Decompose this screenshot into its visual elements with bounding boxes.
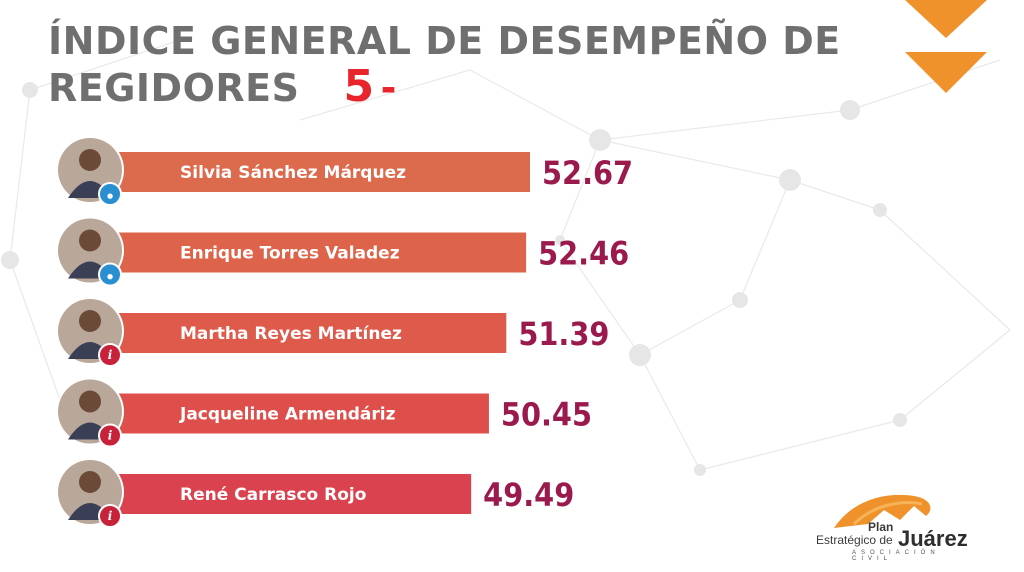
independent-badge-icon (98, 423, 122, 448)
rank-number: 5 (343, 61, 375, 112)
badge-glyph: i (108, 429, 113, 443)
party-badge-icon (98, 182, 122, 206)
rank-dash: - (380, 66, 397, 110)
badge-glyph: ● (107, 272, 113, 281)
bar-label: René Carrasco Rojo (180, 485, 366, 505)
chevron-down-icon (905, 52, 987, 93)
value-label: 52.67 (542, 154, 633, 192)
value-label: 49.49 (483, 476, 574, 514)
logo-asociacion: ASOCIACIÓN CIVIL (852, 550, 940, 562)
title-line-1: ÍNDICE GENERAL DE DESEMPEÑO DE (48, 19, 841, 63)
chevron-down-icon (905, 0, 987, 38)
value-label: 51.39 (518, 315, 609, 353)
avatar-head (79, 149, 101, 171)
avatar-head (79, 310, 101, 332)
independent-badge-icon (98, 504, 122, 528)
logo-mountain-icon (834, 494, 931, 528)
plan-estrategico-logo: Plan Estratégico de Juárez ASOCIACIÓN CI… (814, 490, 984, 562)
bar (110, 313, 507, 353)
bar-label: Silvia Sánchez Márquez (180, 163, 406, 183)
badge-glyph: i (108, 509, 113, 523)
badge-glyph: i (108, 348, 113, 362)
bar (110, 232, 527, 273)
page-title: ÍNDICE GENERAL DE DESEMPEÑO DE REGIDORES… (48, 18, 841, 111)
avatar-head (79, 471, 101, 493)
title-regidores: REGIDORES (48, 66, 300, 110)
value-label: 50.45 (501, 396, 592, 434)
value-label: 52.46 (538, 235, 629, 273)
badge-glyph: ● (107, 191, 113, 200)
logo-estrategico: Estratégico de (816, 533, 893, 547)
independent-badge-icon (98, 343, 122, 367)
logo-juarez: Juárez (898, 526, 968, 551)
title-line-2: REGIDORES 5- (48, 64, 841, 111)
bar-label: Jacqueline Armendáriz (179, 405, 396, 425)
bar (110, 152, 530, 192)
party-badge-icon (98, 262, 122, 287)
bar (110, 393, 489, 434)
bar (110, 474, 472, 514)
logo-plan: Plan (868, 520, 894, 534)
avatar-head (79, 390, 101, 413)
bar-label: Martha Reyes Martínez (180, 324, 402, 344)
bar-label: Enrique Torres Valadez (180, 244, 400, 264)
avatar-head (79, 229, 101, 252)
